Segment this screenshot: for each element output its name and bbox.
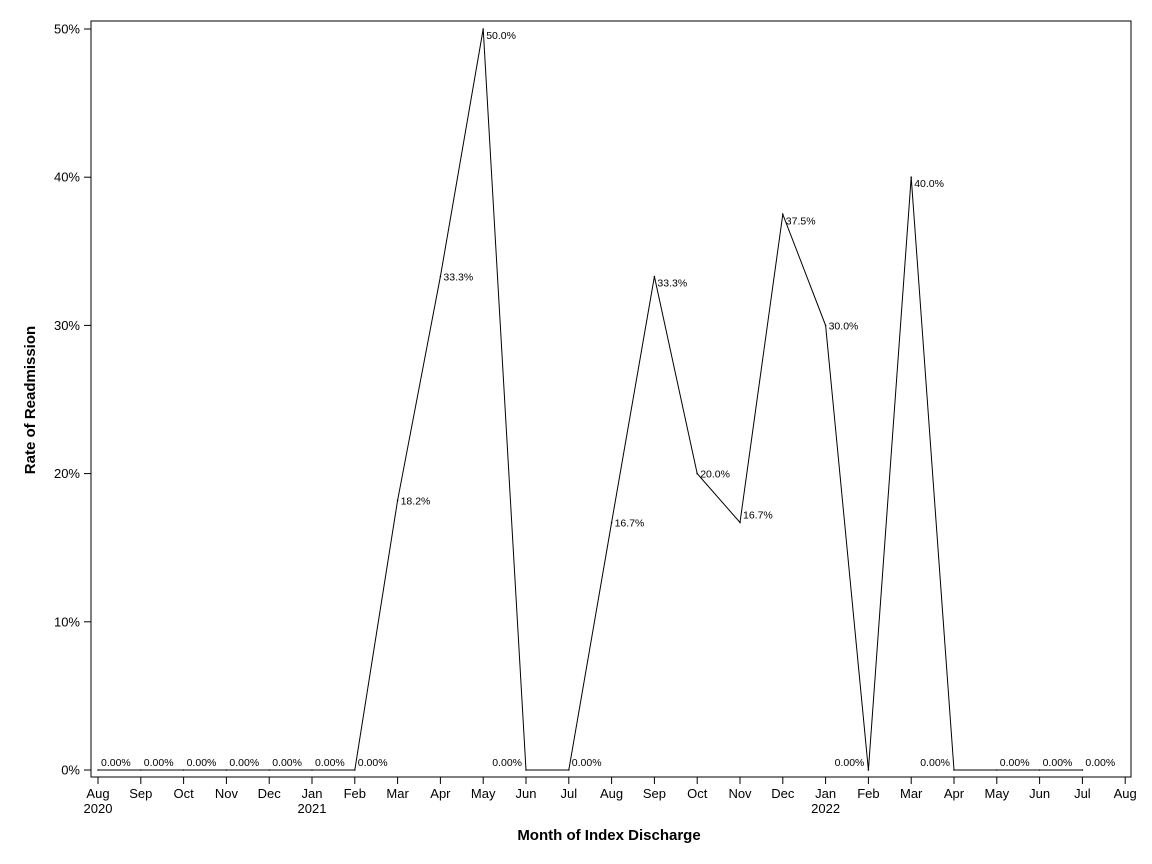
y-axis-title: Rate of Readmission xyxy=(22,326,39,474)
data-point xyxy=(311,769,313,771)
data-label: 0.00% xyxy=(572,757,602,769)
data-point xyxy=(610,521,613,524)
data-point xyxy=(568,769,570,771)
data-point xyxy=(182,769,185,771)
x-tick-label: Sep xyxy=(643,786,666,801)
x-tick-label: Apr xyxy=(430,786,451,801)
x-tick-label: Oct xyxy=(173,786,194,801)
x-tick-label: May xyxy=(471,786,496,801)
x-tick-label: Dec xyxy=(258,786,282,801)
data-label: 50.0% xyxy=(486,30,516,42)
data-point xyxy=(1038,769,1041,771)
x-tick-label: Jun xyxy=(1029,786,1050,801)
y-tick-label: 0% xyxy=(61,763,80,778)
data-label: 33.3% xyxy=(657,277,687,289)
x-tick-label: May xyxy=(985,786,1010,801)
data-label: 0.00% xyxy=(229,757,259,769)
data-point xyxy=(1081,769,1084,771)
data-point xyxy=(910,176,912,178)
data-point xyxy=(140,769,142,771)
x-tick-year-label: 2022 xyxy=(811,801,840,816)
series-line xyxy=(98,28,1083,771)
data-label: 0.00% xyxy=(101,757,131,769)
x-tick-year-label: 2021 xyxy=(298,801,327,816)
x-tick-label: Aug xyxy=(1114,786,1137,801)
x-tick-label: Feb xyxy=(857,786,879,801)
data-point xyxy=(996,769,998,771)
data-point xyxy=(225,769,228,771)
x-tick-label: Jun xyxy=(516,786,537,801)
data-labels: 0.00% 0.00% 0.00% 0.00% 0.00% 0.00% 0.00% 18.2%… xyxy=(101,30,1115,769)
data-point xyxy=(696,472,698,475)
series-rate-of-readmission xyxy=(97,28,1084,771)
x-tick-label: Mar xyxy=(386,786,409,801)
x-tick-label: Oct xyxy=(687,786,708,801)
x-tick-label: Apr xyxy=(944,786,965,801)
x-tick-label: Jul xyxy=(560,786,577,801)
y-tick-label: 20% xyxy=(54,466,80,481)
x-tick-label: Aug xyxy=(600,786,623,801)
data-point xyxy=(525,769,527,771)
data-label: 20.0% xyxy=(700,469,730,481)
x-tick-label: Feb xyxy=(344,786,366,801)
x-tick-label: Aug xyxy=(86,786,109,801)
x-tick-label: Nov xyxy=(215,786,239,801)
data-label: 40.0% xyxy=(914,178,944,190)
data-label: 0.00% xyxy=(1000,757,1030,769)
plot-frame xyxy=(90,20,1132,778)
data-label: 37.5% xyxy=(786,215,816,227)
data-point xyxy=(953,769,955,771)
data-label: 0.00% xyxy=(920,757,950,769)
data-label: 0.00% xyxy=(187,757,217,769)
data-label: 0.00% xyxy=(1043,757,1073,769)
x-tick-label: Dec xyxy=(771,786,795,801)
data-label: 18.2% xyxy=(401,495,431,507)
y-tick-label: 40% xyxy=(54,170,80,185)
x-tick-label: Mar xyxy=(900,786,923,801)
data-label: 16.7% xyxy=(615,518,645,530)
data-point xyxy=(653,275,656,278)
x-tick-label: Sep xyxy=(129,786,152,801)
data-point xyxy=(97,769,99,771)
data-label: 0.00% xyxy=(272,757,302,769)
x-axis-title: Month of Index Discharge xyxy=(517,827,700,844)
x-tick-year-label: 2020 xyxy=(84,801,113,816)
x-tick-label: Jan xyxy=(302,786,323,801)
data-label: 30.0% xyxy=(829,320,859,332)
data-label: 0.00% xyxy=(144,757,174,769)
data-label: 0.00% xyxy=(315,757,345,769)
x-tick-label: Nov xyxy=(728,786,752,801)
x-tick-label: Jul xyxy=(1074,786,1091,801)
y-tick-label: 50% xyxy=(54,22,80,37)
data-point xyxy=(439,275,442,278)
data-point xyxy=(482,28,485,30)
data-point xyxy=(782,213,784,216)
data-label: 0.00% xyxy=(1085,757,1115,769)
data-point xyxy=(867,769,870,771)
y-tick-label: 30% xyxy=(54,318,80,333)
data-point xyxy=(396,499,399,502)
x-tick-label: Jan xyxy=(815,786,836,801)
data-point xyxy=(268,769,271,771)
data-label: 33.3% xyxy=(443,271,473,283)
data-label: 16.7% xyxy=(743,510,773,522)
data-point xyxy=(739,521,741,524)
data-point xyxy=(824,324,827,327)
data-label: 0.00% xyxy=(835,757,865,769)
data-label: 0.00% xyxy=(358,757,388,769)
data-label: 0.00% xyxy=(492,757,522,769)
y-tick-label: 10% xyxy=(54,614,80,629)
data-point xyxy=(354,769,356,771)
y-axis: 0% 10% 20% 30% 40% 50% xyxy=(54,22,91,778)
